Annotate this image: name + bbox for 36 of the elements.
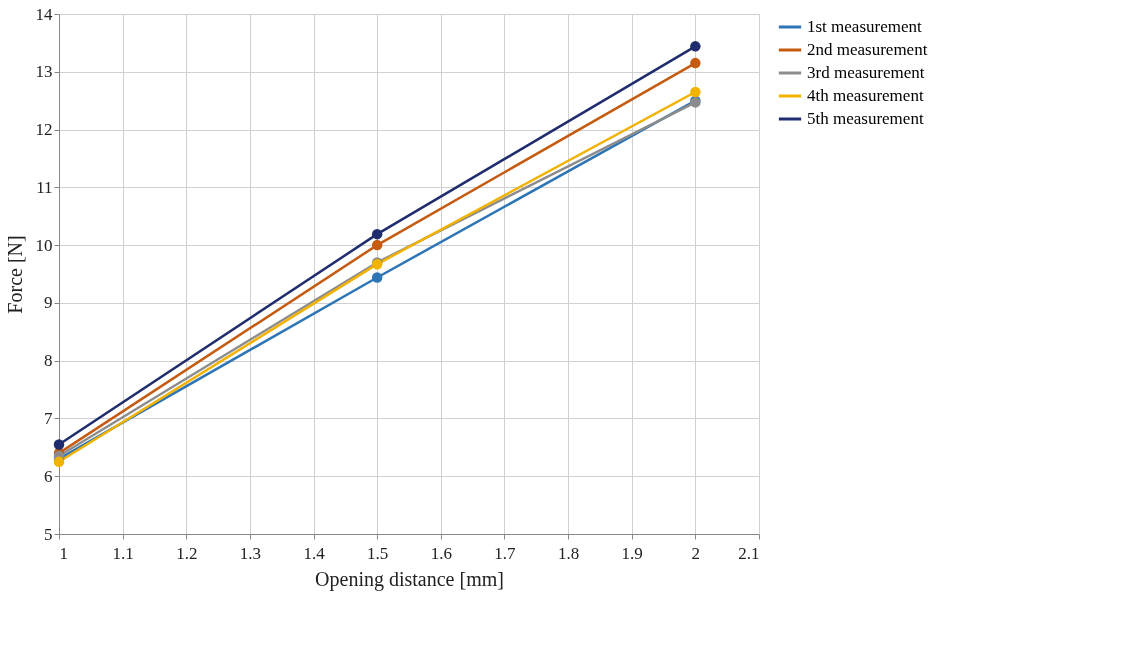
x-tick-label: 1.4	[303, 543, 326, 563]
y-tick-label: 5	[44, 524, 53, 544]
y-tick-label: 8	[44, 351, 53, 371]
y-tick-label: 7	[44, 408, 53, 428]
point	[371, 239, 383, 251]
y-tick-label: 6	[44, 466, 53, 486]
x-tick-label: 1.5	[367, 543, 389, 563]
x-tick-label: 1.1	[112, 543, 134, 563]
x-axis-title: Opening distance [mm]	[315, 567, 504, 591]
y-tick-label: 11	[36, 177, 53, 197]
y-axis-title: Force [N]	[3, 235, 26, 314]
x-tick-label: 1.3	[239, 543, 262, 563]
y-tick-label: 13	[35, 62, 53, 82]
legend-label: 5th measurement	[807, 109, 924, 128]
y-tick-label: 14	[35, 4, 53, 24]
legend-label: 3rd measurement	[807, 63, 925, 82]
y-tick-label: 12	[35, 120, 53, 140]
point	[371, 228, 383, 240]
point	[690, 57, 701, 69]
y-tick-label: 10	[35, 235, 53, 255]
x-tick-label: 1.6	[430, 543, 452, 563]
x-tick-label: 2	[691, 543, 701, 563]
x-tick-label: 1.2	[176, 543, 198, 563]
y-tick-label: 9	[44, 293, 53, 313]
legend-label: 4th measurement	[807, 86, 924, 105]
legend-label: 1st measurement	[807, 17, 922, 36]
x-tick-label: 2.1	[738, 543, 760, 563]
point	[690, 86, 701, 98]
x-tick-label: 1	[59, 543, 68, 563]
point	[53, 439, 65, 450]
x-tick-label: 1.8	[557, 543, 580, 563]
x-tick-label: 1.7	[494, 543, 517, 563]
point	[371, 272, 383, 283]
point	[690, 41, 701, 52]
x-tick-label: 1.9	[621, 543, 643, 563]
legend-label: 2nd measurement	[807, 40, 928, 59]
